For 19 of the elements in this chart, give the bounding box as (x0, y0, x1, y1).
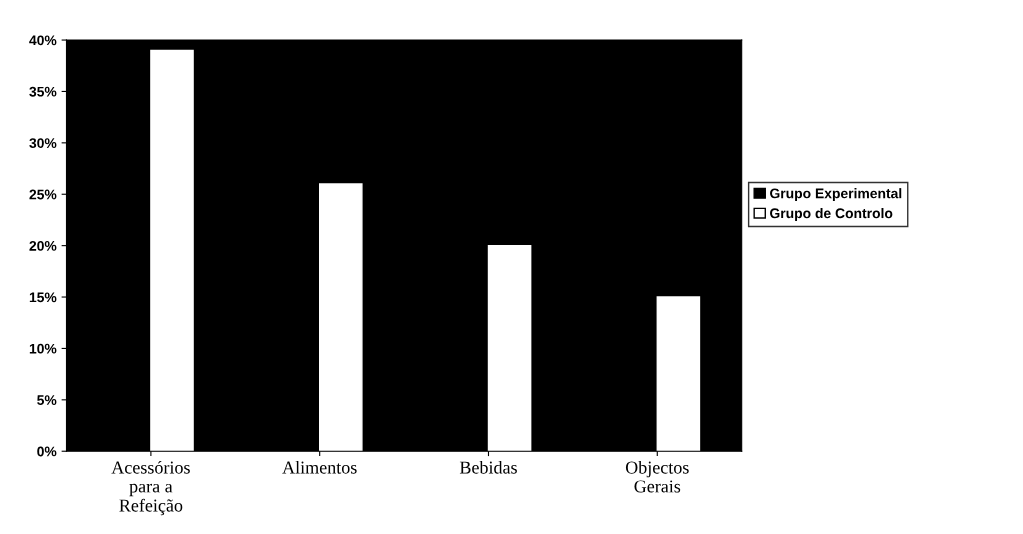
bar (487, 244, 532, 452)
y-tick-label: 0% (37, 446, 57, 457)
y-tick-label: 25% (29, 189, 57, 200)
y-tick-label: 10% (29, 343, 57, 354)
bar (656, 296, 701, 452)
legend-label: Grupo Experimental (770, 188, 902, 202)
x-tick-label: Bebidas (459, 460, 517, 474)
y-tick-label: 30% (29, 138, 57, 149)
x-tick-label: Acessórios para a Refeição (111, 460, 190, 516)
legend-label: Grupo de Controlo (770, 207, 893, 221)
y-tick-label: 20% (29, 240, 57, 251)
y-tick-label: 5% (37, 395, 57, 405)
y-tick-label: 40% (29, 35, 57, 46)
bar (150, 49, 194, 452)
x-tick-label: Alimentos (282, 460, 357, 474)
x-tick-label: Objectos Gerais (625, 460, 689, 493)
bar (318, 183, 363, 452)
y-tick-label: 15% (29, 292, 57, 303)
y-tick-label: 35% (29, 86, 57, 97)
